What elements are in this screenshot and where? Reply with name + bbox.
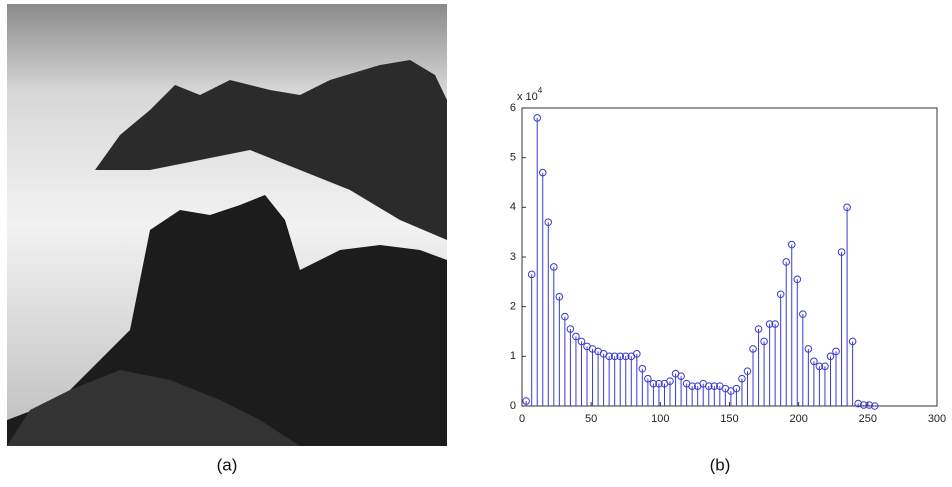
x-tick-label: 50 <box>585 413 597 425</box>
stem-marker <box>616 352 625 361</box>
stem-marker <box>793 275 802 284</box>
x-tick-label: 300 <box>928 413 946 425</box>
stem-marker <box>538 168 547 177</box>
stem-marker <box>550 263 558 271</box>
stem-marker <box>804 345 813 353</box>
stem-marker <box>837 248 846 256</box>
stem-marker <box>638 364 647 373</box>
stem-marker <box>655 379 663 388</box>
stem-marker <box>555 292 564 301</box>
y-scale: x 104 <box>517 86 543 103</box>
stem-marker <box>610 352 619 361</box>
y-tick-label: 3 <box>510 251 516 263</box>
stem-marker <box>704 382 713 390</box>
y-tick-label: 4 <box>510 201 516 213</box>
stem-marker <box>533 114 542 122</box>
y-tick-label: 0 <box>510 400 516 412</box>
stem-marker <box>859 401 868 409</box>
stem-marker <box>865 401 874 409</box>
x-tick-label: 150 <box>720 413 738 425</box>
stem-marker <box>787 240 796 249</box>
stem-marker <box>743 367 752 376</box>
stem-marker <box>810 357 818 366</box>
stem-marker <box>561 312 569 321</box>
stem-marker <box>854 399 862 408</box>
stem-marker <box>633 350 641 358</box>
x-tick-label: 100 <box>651 413 669 425</box>
stem-marker <box>754 325 763 333</box>
y-scale-exponent: 4 <box>538 86 543 95</box>
stem-marker <box>782 258 791 266</box>
stem-marker <box>738 374 746 383</box>
stem-marker <box>776 290 785 299</box>
stem-marker <box>544 218 553 227</box>
stem-marker <box>677 372 685 381</box>
stem-marker <box>749 345 757 353</box>
y-scale-base: x 10 <box>517 91 538 103</box>
stem-marker <box>666 377 674 385</box>
stem-marker <box>566 325 575 333</box>
stem-marker <box>527 270 536 279</box>
stem-marker <box>572 332 580 341</box>
plot-frame <box>521 107 938 407</box>
x-tick-label: 200 <box>789 413 807 425</box>
stem-marker <box>870 402 879 410</box>
stem-marker <box>649 379 658 388</box>
stem-marker <box>765 320 774 328</box>
stem-marker <box>522 397 530 405</box>
photo <box>7 4 447 446</box>
stem-marker <box>688 382 696 390</box>
caption: (b) <box>710 455 731 474</box>
stem-marker <box>732 384 741 393</box>
stem-marker <box>821 362 829 371</box>
y-tick-label: 2 <box>510 301 516 313</box>
stem-marker <box>644 374 652 383</box>
x-tick-label: 250 <box>859 413 877 425</box>
y-tick-label: 1 <box>510 350 516 362</box>
x-tick-label: 0 <box>519 413 525 425</box>
stem-marker <box>605 352 613 361</box>
stem-marker <box>621 352 630 361</box>
caption: (a) <box>217 455 238 474</box>
stem-marker <box>843 203 851 212</box>
stem-marker <box>771 320 779 328</box>
stem-marker <box>577 337 586 346</box>
stem-marker <box>848 337 857 346</box>
y-tick-label: 6 <box>510 102 516 114</box>
stem-marker <box>832 347 840 356</box>
y-tick-label: 5 <box>510 152 516 164</box>
stem-marker <box>760 337 768 346</box>
stem-marker <box>799 310 807 318</box>
stem-marker <box>815 362 824 371</box>
stem-marker <box>826 352 835 361</box>
stem-marker <box>710 382 719 390</box>
